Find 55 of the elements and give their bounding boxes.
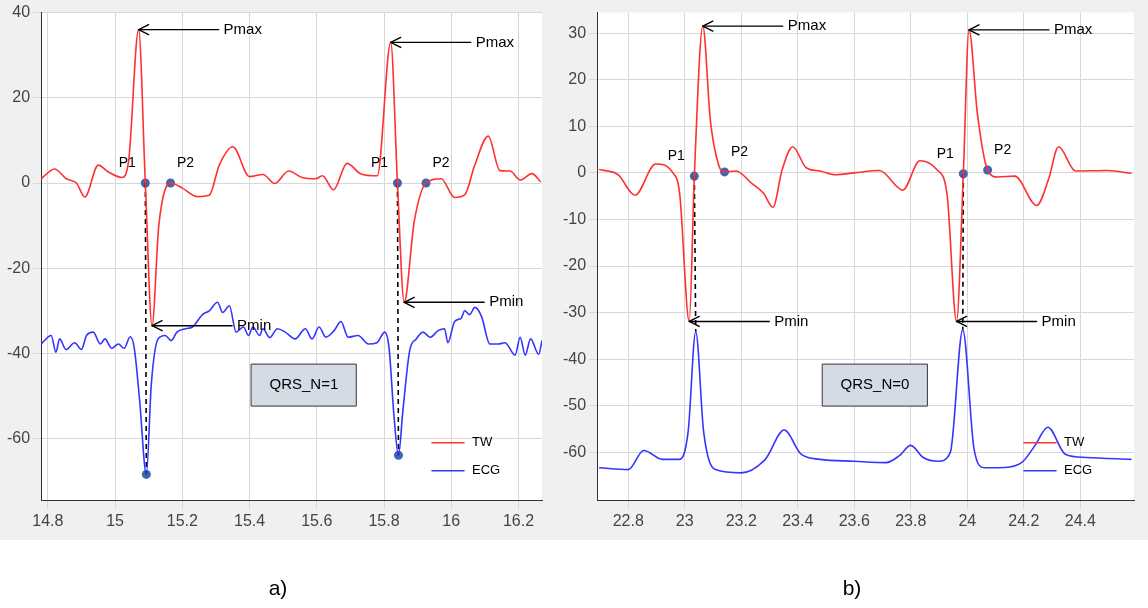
x-tick-label: 14.8 — [32, 511, 64, 529]
data-label: P2 — [432, 153, 450, 170]
legend-label: ECG — [1064, 462, 1093, 478]
x-tick-label: 15.8 — [368, 511, 400, 529]
annotation: Pmax — [787, 16, 827, 34]
y-tick-label: -60 — [563, 442, 587, 460]
y-tick-label: -40 — [563, 349, 587, 367]
annotation: Pmin — [774, 311, 809, 329]
legend-label: TW — [472, 434, 493, 450]
x-tick-label: 15.2 — [166, 511, 198, 529]
y-tick-label: -10 — [563, 209, 587, 227]
text: b) — [842, 576, 862, 600]
annotation: Pmin — [489, 292, 524, 310]
x-tick-label: 15.6 — [301, 511, 333, 529]
y-tick-label: -20 — [7, 258, 31, 276]
x-tick-label: 23.8 — [895, 511, 927, 529]
y-tick-label: 20 — [12, 88, 31, 106]
y-tick-label: 30 — [568, 23, 587, 41]
data-label: P1 — [936, 144, 955, 161]
y-tick-label: 0 — [21, 173, 31, 191]
annotation: Pmax — [475, 32, 515, 50]
annotation: QRS_N=0 — [840, 375, 910, 393]
data-label: P2 — [994, 140, 1012, 157]
annotation: Pmin — [237, 315, 272, 333]
x-tick-label: 23.6 — [838, 511, 870, 529]
y-tick-label: 10 — [568, 116, 587, 134]
x-tick-label: 22.8 — [612, 511, 644, 529]
legend-label: TW — [1064, 434, 1085, 450]
annotation: Pmin — [1041, 311, 1076, 329]
y-tick-label: -40 — [7, 343, 31, 361]
y-tick-label: 0 — [577, 163, 587, 181]
x-tick-label: 23.2 — [725, 511, 757, 529]
x-tick-label: 23 — [675, 511, 694, 529]
data-label: P2 — [731, 142, 749, 159]
x-tick-label: 23.4 — [782, 511, 814, 529]
x-tick-label: 24 — [958, 511, 977, 529]
text: a) — [268, 576, 288, 600]
y-tick-label: -20 — [563, 256, 587, 274]
annotation: Pmax — [223, 19, 263, 37]
legend-label: ECG — [472, 462, 501, 478]
data-label: P1 — [667, 146, 686, 163]
x-tick-label: 16.2 — [502, 511, 535, 529]
y-tick-label: -60 — [7, 429, 31, 447]
y-tick-label: -50 — [563, 396, 587, 414]
x-tick-label: 16 — [442, 511, 461, 529]
x-tick-label: 15 — [106, 511, 125, 529]
data-label: P2 — [176, 153, 195, 170]
y-tick-label: 20 — [568, 70, 587, 88]
x-tick-label: 24.2 — [1008, 511, 1040, 529]
y-tick-label: -30 — [563, 303, 587, 321]
x-tick-label: 15.4 — [233, 511, 266, 529]
x-tick-label: 24.4 — [1064, 511, 1096, 529]
annotation: QRS_N=1 — [269, 375, 339, 393]
y-tick-label: 40 — [12, 3, 31, 21]
annotation: Pmax — [1053, 19, 1093, 37]
